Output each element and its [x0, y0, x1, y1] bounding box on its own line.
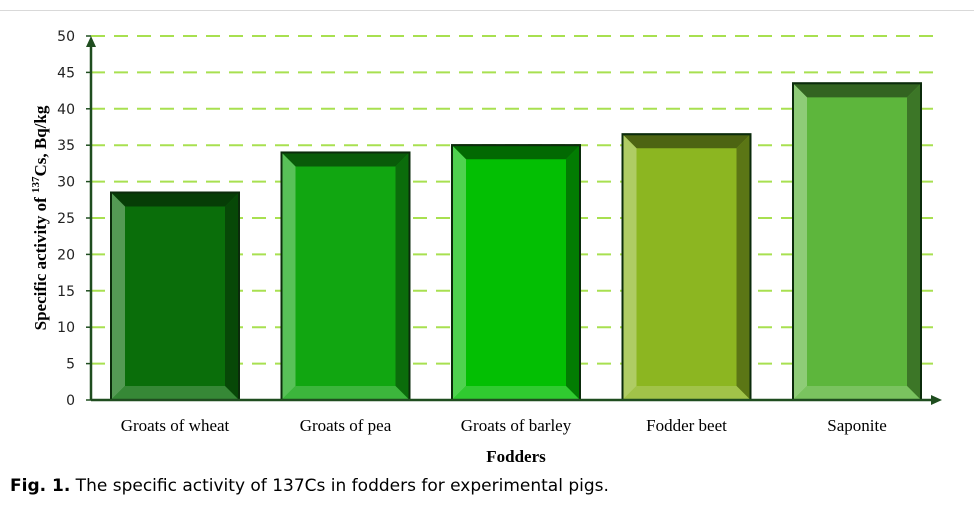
y-axis-ticks: 0 5 10 15 20 25 30 35 40 45 50	[57, 29, 91, 409]
bar-bevel-top	[281, 152, 410, 167]
bar	[792, 82, 922, 401]
figure-caption-text: The specific activity of 137Cs in fodder…	[70, 476, 609, 496]
y-tick-label: 40	[57, 102, 75, 118]
bar	[451, 144, 581, 401]
bar-bevel-bottom	[281, 386, 410, 400]
y-axis-label: Specific activity of 137Cs, Bq/kg	[30, 105, 50, 330]
bar-bevel-bottom	[793, 386, 921, 400]
y-axis-label-sup: 137	[30, 176, 42, 193]
bar	[110, 191, 240, 401]
x-tick-label: Saponite	[827, 416, 887, 435]
bar-bevel-left	[452, 145, 466, 400]
bar-bevel-top	[793, 83, 921, 98]
figure-caption: Fig. 1. The specific activity of 137Cs i…	[10, 476, 609, 496]
bar-bevel-left	[281, 152, 296, 400]
bar-bevel-bottom	[452, 386, 580, 400]
x-tick-label: Groats of barley	[461, 416, 572, 435]
bar-bevel-left	[111, 192, 125, 400]
bar-bevel-right	[907, 83, 921, 400]
bars	[110, 82, 922, 401]
y-tick-label: 5	[66, 357, 75, 373]
figure-caption-label: Fig. 1.	[10, 476, 71, 496]
x-axis-label: Fodders	[486, 447, 546, 466]
bar-bevel-left	[622, 134, 637, 400]
bar-body	[451, 144, 581, 401]
bar-body	[792, 82, 922, 401]
bar-bevel-bottom	[111, 386, 239, 400]
y-tick-label: 10	[57, 320, 75, 336]
x-tick-label: Groats of wheat	[121, 416, 230, 435]
top-rule	[0, 10, 974, 11]
y-tick-label: 0	[66, 393, 75, 409]
bar-bevel-right	[736, 134, 751, 400]
bar-bevel-top	[622, 134, 751, 149]
y-tick-label: 35	[57, 138, 75, 154]
y-tick-label: 20	[57, 247, 75, 263]
y-tick-label: 50	[57, 29, 75, 45]
bar-bevel-right	[395, 152, 410, 400]
bar-body	[280, 151, 411, 401]
y-axis-arrow	[86, 36, 96, 47]
x-tick-label: Fodder beet	[646, 416, 727, 435]
bar-bevel-bottom	[622, 386, 751, 400]
bar-bevel-top	[111, 192, 239, 207]
bar-bevel-right	[566, 145, 580, 400]
bar-body	[110, 191, 240, 401]
x-axis-arrow	[931, 395, 942, 405]
bar-bevel-right	[225, 192, 239, 400]
x-tick-label: Groats of pea	[300, 416, 392, 435]
y-axis-label-suffix: Cs, Bq/kg	[31, 105, 50, 176]
bar-bevel-left	[793, 83, 807, 400]
y-tick-label: 15	[57, 284, 75, 300]
y-axis-label-prefix: Specific activity of	[31, 193, 50, 330]
x-axis-ticks: Groats of wheat Groats of pea Groats of ba…	[121, 416, 887, 435]
y-tick-label: 45	[57, 65, 75, 81]
bar	[280, 151, 411, 401]
axes	[86, 36, 942, 405]
bar	[621, 133, 752, 401]
y-tick-label: 30	[57, 175, 75, 191]
bar-body	[621, 133, 752, 401]
y-tick-label: 25	[57, 211, 75, 227]
bar-bevel-top	[452, 145, 580, 160]
